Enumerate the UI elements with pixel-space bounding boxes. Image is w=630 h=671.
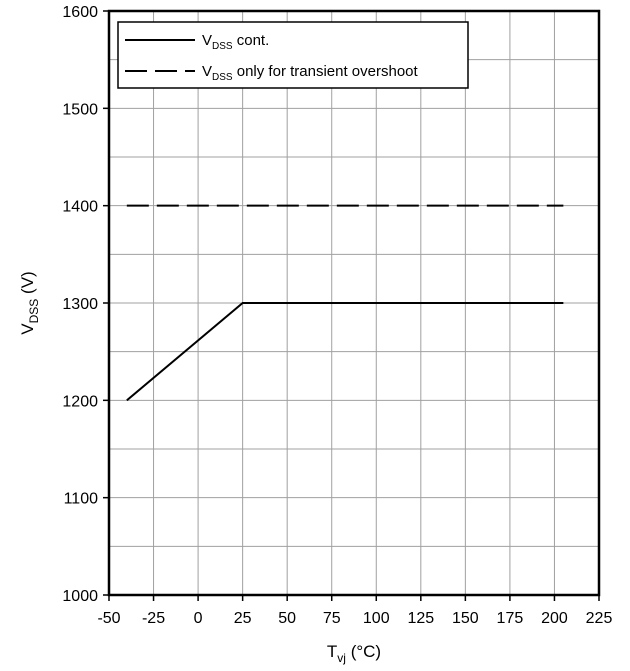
x-axis-label: Tvj (°C)	[327, 642, 381, 665]
x-tick-label: 100	[363, 610, 390, 627]
x-tick-label: 200	[541, 610, 568, 627]
x-tick-label: 125	[407, 610, 434, 627]
y-axis-label: VDSS (V)	[18, 271, 41, 334]
series-lines	[126, 204, 564, 402]
y-tick-label: 1100	[64, 491, 99, 508]
x-tick-label: 75	[323, 610, 341, 627]
y-tick-label: 1300	[62, 296, 98, 313]
x-tick-label: 150	[452, 610, 479, 627]
x-tick-label: 25	[234, 610, 252, 627]
series-line-1	[126, 302, 564, 402]
legend-label-1: VDSS cont.	[202, 32, 269, 52]
legend: VDSS cont. VDSS only for transient oversh…	[117, 21, 469, 89]
x-tick-label: -50	[97, 610, 120, 627]
axis-ticks: -50 -25 0 25 50 75 100 125 150 175 200 225 1000 1100 1…	[62, 4, 612, 627]
legend-label-2: VDSS only for transient overshoot	[202, 63, 419, 83]
y-tick-label: 1600	[62, 4, 98, 21]
x-tick-label: 50	[278, 610, 296, 627]
y-tick-label: 1200	[62, 393, 98, 410]
x-tick-label: 175	[497, 610, 524, 627]
y-tick-label: 1000	[62, 588, 98, 605]
y-tick-label: 1500	[62, 101, 98, 118]
x-tick-label: -25	[142, 610, 165, 627]
legend-box	[117, 21, 469, 89]
y-tick-label: 1400	[62, 199, 98, 216]
x-tick-label: 225	[586, 610, 613, 627]
x-tick-label: 0	[194, 610, 203, 627]
